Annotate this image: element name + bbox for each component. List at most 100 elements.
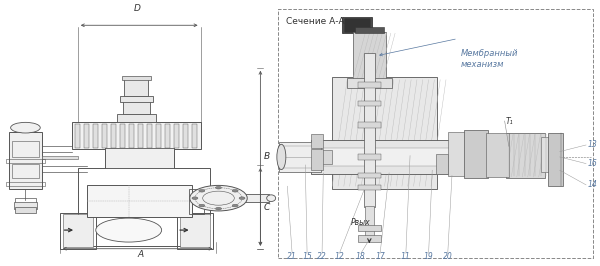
Text: 13: 13 (588, 140, 598, 149)
Text: T₁: T₁ (506, 117, 514, 126)
Bar (81, 215, 197, 246)
Bar (72, 122, 200, 149)
Bar (179, 214, 209, 247)
Bar (15, 207, 36, 213)
Bar (188, 189, 203, 214)
Bar (122, 76, 151, 80)
Bar (103, 124, 107, 148)
Text: D: D (134, 4, 141, 13)
Bar (105, 148, 173, 168)
Bar (6, 182, 45, 186)
Circle shape (232, 189, 238, 192)
Bar (344, 18, 371, 33)
Bar (353, 32, 386, 80)
Bar (183, 124, 188, 148)
Bar (85, 124, 89, 148)
Text: 15: 15 (302, 252, 312, 261)
Bar (355, 27, 385, 33)
Circle shape (192, 197, 198, 200)
Text: 20: 20 (443, 252, 452, 261)
Bar (506, 133, 545, 178)
Circle shape (199, 204, 205, 207)
Bar (311, 149, 323, 170)
Ellipse shape (277, 144, 286, 170)
Bar (78, 168, 209, 215)
Bar (358, 101, 381, 106)
Text: 12: 12 (335, 252, 344, 261)
Bar (358, 225, 381, 231)
Ellipse shape (11, 122, 40, 133)
Bar (42, 156, 78, 159)
Bar (121, 124, 125, 148)
Bar (63, 214, 93, 247)
Text: Pвых: Pвых (350, 218, 370, 227)
Bar (123, 101, 149, 114)
Bar (124, 78, 148, 96)
Bar (279, 142, 321, 172)
Bar (358, 185, 381, 190)
Text: 16: 16 (588, 159, 598, 168)
Circle shape (215, 186, 221, 189)
Text: 19: 19 (424, 252, 433, 261)
Circle shape (199, 189, 205, 192)
Bar (358, 235, 381, 242)
Bar (120, 96, 152, 102)
Bar (156, 124, 161, 148)
Circle shape (232, 204, 238, 207)
Bar (332, 77, 437, 189)
Bar (76, 124, 80, 148)
Text: 14: 14 (588, 180, 598, 189)
Text: 18: 18 (356, 252, 366, 261)
Bar (147, 124, 152, 148)
Ellipse shape (96, 218, 161, 242)
Bar (311, 134, 323, 148)
Bar (15, 198, 36, 203)
Bar (94, 124, 98, 148)
Circle shape (239, 197, 245, 200)
Bar (138, 124, 143, 148)
Bar (320, 150, 332, 164)
Bar (130, 124, 134, 148)
Bar (358, 173, 381, 178)
Bar (87, 185, 191, 217)
Circle shape (215, 207, 221, 210)
Bar (541, 137, 553, 172)
Bar (60, 213, 96, 249)
Bar (14, 202, 37, 209)
Bar (12, 141, 39, 157)
Bar (314, 148, 455, 166)
Bar (343, 17, 373, 33)
Bar (6, 159, 45, 163)
Bar (9, 132, 42, 189)
Text: 11: 11 (401, 252, 411, 261)
Bar (347, 78, 392, 88)
Bar (358, 122, 381, 128)
Bar (436, 154, 448, 174)
Bar (364, 53, 375, 207)
Bar (311, 140, 458, 174)
Bar (117, 114, 155, 122)
Bar (358, 82, 381, 88)
Text: 22: 22 (317, 252, 327, 261)
Circle shape (190, 185, 247, 211)
Bar (112, 124, 116, 148)
Bar (176, 213, 212, 249)
Text: Мембранный
механизм: Мембранный механизм (461, 49, 518, 69)
Text: 21: 21 (287, 252, 297, 261)
Ellipse shape (266, 195, 275, 202)
Text: A: A (137, 250, 144, 259)
Text: B: B (263, 152, 269, 161)
Bar (245, 194, 269, 202)
Bar (358, 154, 381, 160)
Bar (12, 164, 39, 178)
Bar (165, 124, 170, 148)
Text: 17: 17 (375, 252, 385, 261)
Bar (486, 133, 509, 177)
Bar (548, 133, 563, 186)
Bar (464, 130, 488, 178)
Bar (192, 124, 197, 148)
Bar (365, 206, 374, 239)
Bar (174, 124, 179, 148)
Bar (448, 132, 466, 176)
Bar (278, 9, 593, 258)
